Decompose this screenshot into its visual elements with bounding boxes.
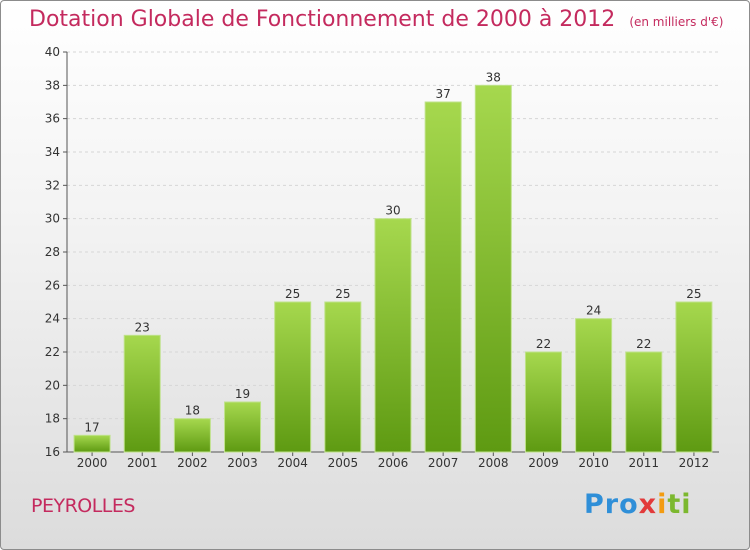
y-tick-label: 32 <box>45 178 60 192</box>
bar-2005 <box>324 301 362 453</box>
chart-title: Dotation Globale de Fonctionnement de 20… <box>29 7 723 32</box>
bar-2003 <box>224 401 262 453</box>
data-label: 30 <box>385 204 400 218</box>
bar-2004 <box>274 301 312 453</box>
title-text: Dotation Globale de Fonctionnement de 20… <box>29 7 616 32</box>
y-tick-label: 28 <box>45 245 60 259</box>
data-label: 24 <box>586 304 601 318</box>
y-tick-label: 40 <box>45 45 60 59</box>
data-label: 25 <box>335 287 350 301</box>
bars <box>73 84 713 453</box>
x-tick-label: 2003 <box>227 456 258 470</box>
data-label: 22 <box>636 337 651 351</box>
x-tick-label: 2002 <box>177 456 208 470</box>
x-tick-label: 2005 <box>328 456 359 470</box>
data-label: 23 <box>135 320 150 334</box>
data-label: 17 <box>84 420 99 434</box>
x-tick-label: 2012 <box>679 456 710 470</box>
proxiti-logo[interactable]: Proxiti <box>584 489 692 520</box>
x-tick-label: 2009 <box>528 456 559 470</box>
y-tick-label: 20 <box>45 378 60 392</box>
y-tick-label: 36 <box>45 112 60 126</box>
bar-2009 <box>524 351 562 453</box>
data-label: 37 <box>436 87 451 101</box>
y-tick-label: 38 <box>45 78 60 92</box>
y-tick-label: 24 <box>45 312 60 326</box>
x-tick-label: 2004 <box>277 456 308 470</box>
data-label: 22 <box>536 337 551 351</box>
bar-2006 <box>374 218 412 453</box>
x-tick-label: 2008 <box>478 456 509 470</box>
y-tick-label: 30 <box>45 212 60 226</box>
commune-name: PEYROLLES <box>31 495 135 517</box>
x-tick-label: 2001 <box>127 456 158 470</box>
bar-2001 <box>123 334 161 453</box>
data-label: 38 <box>486 70 501 84</box>
y-tick-label: 26 <box>45 278 60 292</box>
bar-2007 <box>424 101 462 453</box>
data-label: 25 <box>686 287 701 301</box>
x-tick-label: 2006 <box>378 456 409 470</box>
bar-2011 <box>625 351 663 453</box>
bar-2002 <box>173 418 211 453</box>
y-tick-label: 16 <box>45 445 60 459</box>
data-labels: 17 23 18 19 25 25 30 37 38 22 24 22 25 <box>84 70 701 434</box>
y-tick-label: 34 <box>45 145 60 159</box>
y-tick-label: 22 <box>45 345 60 359</box>
chart-subtitle: (en milliers d'€) <box>629 15 724 29</box>
y-tick-label: 18 <box>45 412 60 426</box>
data-label: 19 <box>235 387 250 401</box>
data-label: 18 <box>185 404 200 418</box>
bar-2012 <box>675 301 713 453</box>
x-tick-label: 2007 <box>428 456 459 470</box>
x-tick-label: 2010 <box>578 456 609 470</box>
bar-2008 <box>474 84 512 453</box>
bar-2010 <box>575 318 613 453</box>
x-tick-label: 2000 <box>77 456 108 470</box>
data-label: 25 <box>285 287 300 301</box>
x-tick-label: 2011 <box>628 456 659 470</box>
bar-2000 <box>73 434 111 453</box>
